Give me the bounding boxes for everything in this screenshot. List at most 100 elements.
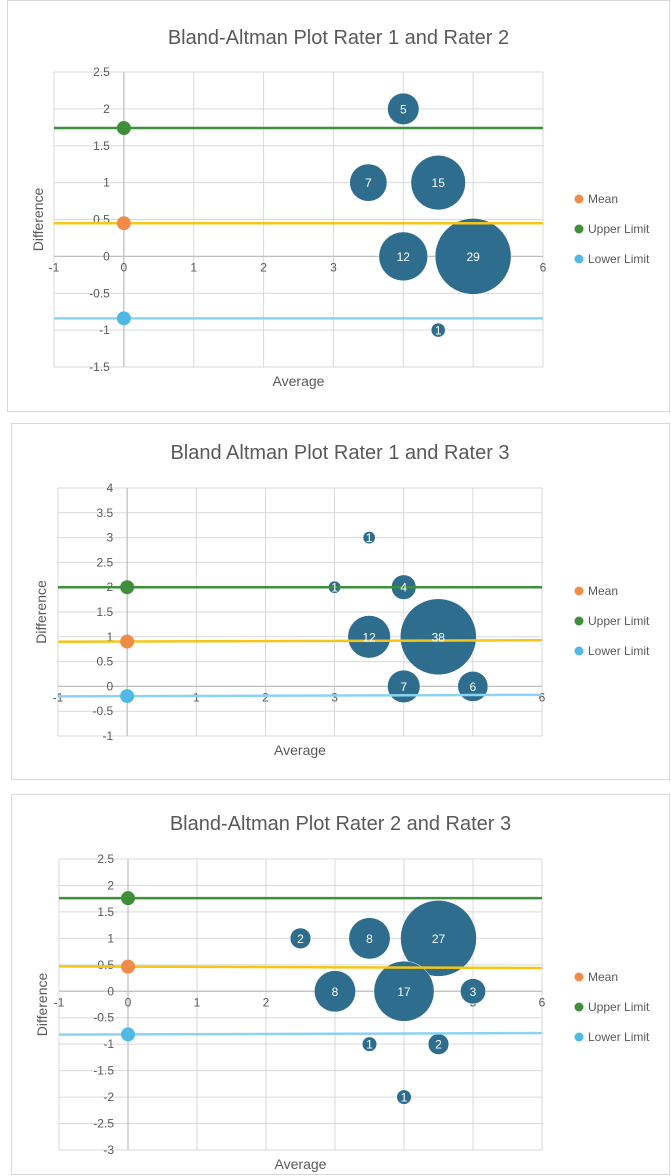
upper-limit-marker (120, 580, 135, 595)
x-tick-label: 1 (194, 995, 201, 1009)
bubble-point (378, 231, 428, 282)
lower-limit-line (58, 1031, 543, 1036)
chart-title: Bland-Altman Plot Rater 1 and Rater 2 (168, 27, 509, 49)
y-tick-label: 2.5 (93, 65, 110, 79)
bubble-data-label: 1 (435, 324, 442, 338)
bubble-data-label: 38 (432, 630, 446, 644)
x-axis-title: Average (275, 1156, 327, 1172)
y-tick-label: 0.5 (97, 958, 114, 972)
bubble-point (430, 322, 446, 338)
x-tick-label: 3 (330, 260, 337, 274)
y-tick-label: 0 (103, 249, 110, 263)
chart-border (7, 0, 670, 412)
legend-item: Lower Limit (574, 1030, 650, 1044)
legend-label: Lower Limit (588, 252, 650, 266)
bubble-point (434, 218, 512, 295)
legend-item: Upper Limit (574, 614, 650, 628)
y-tick-label: -1 (99, 323, 110, 337)
legend-marker (574, 194, 584, 204)
legend-item: Upper Limit (574, 1000, 650, 1014)
y-tick-label: 2 (103, 102, 110, 116)
x-tick-label: 0 (125, 995, 132, 1009)
y-tick-label: 3.5 (96, 506, 113, 520)
x-tick-label: 1 (193, 690, 200, 704)
legend-label: Lower Limit (588, 644, 650, 658)
bubble-data-label: 4 (400, 581, 407, 595)
bubble-data-label: 3 (470, 985, 477, 999)
bubble-data-label: 1 (331, 581, 338, 595)
lower-limit-marker (120, 689, 135, 704)
bubble-point (314, 970, 356, 1013)
bland-altman-chart-rater1-rater3: Bland Altman Plot Rater 1 and Rater 3 -1 -… (11, 423, 670, 780)
y-tick-label: 3 (106, 531, 113, 545)
bubble-point (387, 92, 420, 125)
legend-marker (574, 1002, 584, 1012)
y-tick-label: -3 (103, 1143, 114, 1157)
mean-line (58, 965, 543, 970)
y-tick-label: -1.5 (93, 1064, 114, 1078)
bubble-point (400, 598, 477, 676)
y-tick-label: -0.5 (93, 1011, 114, 1025)
bubble-point (289, 927, 312, 949)
chart-panel-3: Bland-Altman Plot Rater 2 and Rater 3 -3 -… (0, 793, 671, 1176)
y-tick-label: 0.5 (96, 655, 113, 669)
bubble-point (347, 615, 391, 659)
chart-title: Bland Altman Plot Rater 1 and Rater 3 (170, 442, 509, 464)
legend-label: Mean (588, 584, 618, 598)
y-tick-label: -2 (103, 1090, 114, 1104)
y-tick-label: -2.5 (93, 1117, 114, 1131)
mean-marker (120, 634, 135, 649)
upper-limit-marker (116, 121, 131, 136)
y-tick-label: 0 (107, 984, 114, 998)
bubble-point (362, 531, 376, 545)
legend-marker (574, 586, 584, 596)
legend-item: Upper Limit (574, 222, 650, 236)
y-tick-label: 2 (107, 878, 114, 892)
x-tick-label: 2 (260, 260, 267, 274)
y-tick-label: 0 (106, 679, 113, 693)
legend-marker (574, 1032, 584, 1042)
y-tick-label: -1 (102, 729, 113, 743)
bubble-point (348, 917, 391, 960)
x-tick-label: 1 (190, 260, 197, 274)
legend-label: Upper Limit (588, 222, 650, 236)
y-tick-label: 2.5 (97, 852, 114, 866)
chart-border (11, 423, 670, 780)
bubble-data-label: 6 (470, 680, 477, 694)
mean-marker (121, 959, 135, 974)
y-tick-label: 1 (106, 630, 113, 644)
y-tick-label: 1 (107, 931, 114, 945)
chart-panel-1: Bland-Altman Plot Rater 1 and Rater 2 -1.… (0, 0, 671, 413)
bubble-data-label: 27 (432, 932, 446, 946)
bubble-point (400, 900, 477, 977)
legend-marker (574, 254, 584, 264)
y-tick-label: 1 (103, 176, 110, 190)
legend-marker (574, 616, 584, 626)
bubble-data-label: 2 (435, 1038, 442, 1052)
bubble-data-label: 29 (466, 250, 480, 264)
bubble-data-label: 12 (397, 250, 411, 264)
x-axis-title: Average (274, 742, 326, 758)
y-tick-label: 1.5 (97, 905, 114, 919)
legend-label: Lower Limit (588, 1030, 650, 1044)
chart-title: Bland-Altman Plot Rater 2 and Rater 3 (170, 813, 511, 835)
y-axis-title: Difference (30, 188, 46, 252)
x-tick-label: 3 (331, 690, 338, 704)
y-tick-label: -1.5 (89, 360, 110, 374)
bubble-data-label: 7 (400, 680, 407, 694)
bland-altman-chart-rater2-rater3: Bland-Altman Plot Rater 2 and Rater 3 -3 -… (11, 794, 670, 1175)
bubble-data-label: 1 (401, 1091, 408, 1105)
legend-label: Upper Limit (588, 1000, 650, 1014)
legend-item: Lower Limit (574, 252, 650, 266)
y-tick-label: 1.5 (93, 139, 110, 153)
y-tick-label: -0.5 (92, 704, 113, 718)
mean-line (57, 639, 543, 644)
legend-item: Mean (574, 970, 618, 984)
bubble-point (460, 978, 486, 1005)
bubble-data-label: 8 (332, 985, 339, 999)
legend-marker (574, 972, 584, 982)
legend-marker (574, 224, 584, 234)
bubble-point (361, 1036, 378, 1052)
bubble-point (396, 1089, 412, 1105)
legend-marker (574, 646, 584, 656)
